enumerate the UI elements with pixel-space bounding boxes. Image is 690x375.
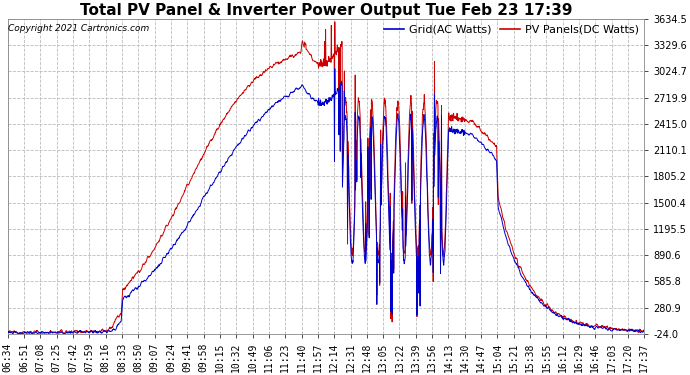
Title: Total PV Panel & Inverter Power Output Tue Feb 23 17:39: Total PV Panel & Inverter Power Output T… [80,3,572,18]
Legend: Grid(AC Watts), PV Panels(DC Watts): Grid(AC Watts), PV Panels(DC Watts) [384,24,639,34]
Text: Copyright 2021 Cartronics.com: Copyright 2021 Cartronics.com [8,24,150,33]
